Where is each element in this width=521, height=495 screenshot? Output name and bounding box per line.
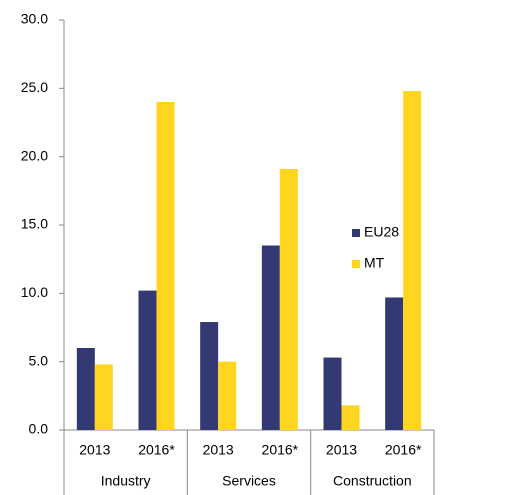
y-tick-label: 15.0 [21,216,48,232]
bar [341,405,360,430]
bar [279,168,298,430]
legend-swatch [352,229,360,237]
group-label: Construction [333,473,412,489]
x-tick-label: 2013 [203,442,234,458]
x-tick-label: 2016* [385,442,422,458]
bar [323,357,342,430]
x-tick-label: 2013 [326,442,357,458]
x-tick-label: 2016* [138,442,175,458]
y-tick-label: 0.0 [29,421,49,437]
y-tick-label: 20.0 [21,147,48,163]
bar [403,91,422,431]
y-tick-label: 30.0 [21,11,48,27]
y-tick-label: 25.0 [21,79,48,95]
legend-swatch [352,260,360,268]
bar [200,322,219,430]
bar [218,361,237,430]
legend-label: MT [364,255,385,271]
y-tick-label: 10.0 [21,284,48,300]
bar [76,348,95,430]
bar [156,102,175,430]
bar [261,245,280,430]
x-tick-label: 2013 [79,442,110,458]
group-label: Industry [101,473,151,489]
bar [138,290,157,430]
x-tick-label: 2016* [262,442,299,458]
bar [385,297,404,430]
y-tick-label: 5.0 [29,352,49,368]
group-label: Services [222,473,276,489]
legend-label: EU28 [364,224,399,240]
bar [94,364,113,430]
